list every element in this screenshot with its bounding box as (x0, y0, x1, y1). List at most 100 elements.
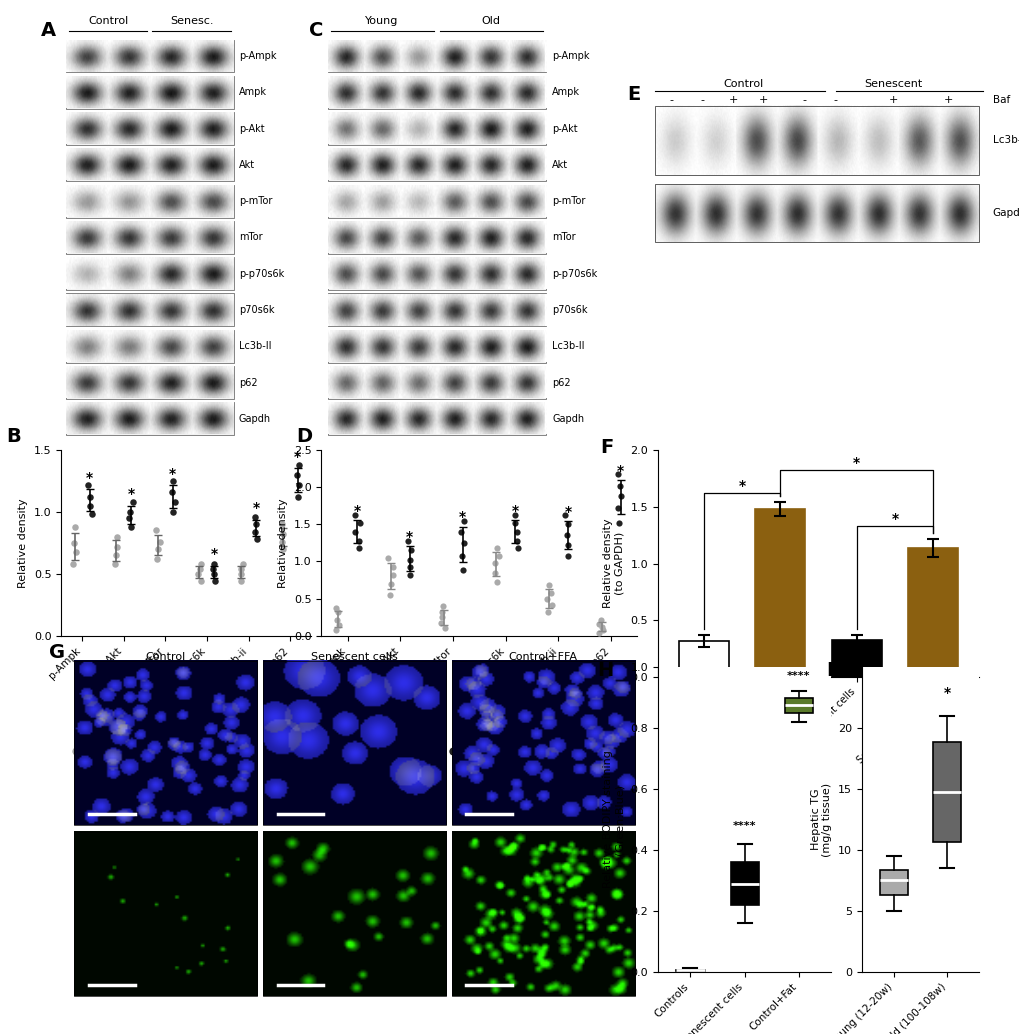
Bar (66, 257, 233, 291)
Point (206, 555, 222, 572)
Bar (66, 294, 233, 327)
Text: *: * (127, 487, 135, 501)
Point (610, 515, 627, 531)
Point (381, 586, 397, 603)
Text: p-Akt: p-Akt (238, 123, 264, 133)
PathPatch shape (879, 870, 907, 894)
Point (591, 625, 607, 641)
Point (455, 535, 472, 551)
Y-axis label: Relative BODIPY staining
(Green:Blue): Relative BODIPY staining (Green:Blue) (602, 751, 625, 888)
Point (403, 542, 419, 558)
Point (351, 540, 367, 556)
Text: ****: **** (732, 821, 756, 830)
Text: *: * (293, 450, 301, 464)
Point (232, 573, 249, 589)
Text: Gapdh: Gapdh (551, 414, 584, 424)
PathPatch shape (730, 862, 758, 905)
Point (590, 615, 606, 632)
Point (330, 604, 346, 620)
Point (327, 600, 343, 616)
Text: F: F (599, 438, 612, 457)
Text: Old: Old (481, 16, 500, 26)
Point (274, 516, 290, 533)
Point (166, 493, 182, 510)
Text: Young: Young (365, 16, 398, 26)
Text: p-Akt: p-Akt (551, 123, 577, 133)
Point (206, 566, 222, 582)
Point (351, 515, 367, 531)
Text: Akt: Akt (551, 160, 568, 170)
Point (508, 540, 525, 556)
Point (122, 504, 139, 520)
Point (109, 539, 125, 555)
Point (508, 533, 525, 549)
Text: H: H (597, 661, 612, 679)
Bar (327, 112, 545, 145)
Bar (66, 185, 233, 217)
Text: *: * (616, 464, 624, 478)
Text: Lc3b-II: Lc3b-II (238, 341, 271, 352)
Point (165, 504, 181, 520)
Point (331, 616, 347, 633)
Y-axis label: Relative density: Relative density (18, 498, 29, 587)
Text: *: * (406, 530, 413, 544)
Text: *: * (354, 504, 361, 518)
Point (109, 528, 125, 545)
Point (274, 534, 290, 550)
Bar (263, 831, 445, 996)
Point (611, 478, 628, 494)
Point (192, 560, 208, 577)
Legend: Controls, Senescent cells: Controls, Senescent cells (61, 742, 261, 761)
Bar (451, 661, 634, 825)
Point (328, 621, 344, 638)
Point (594, 618, 610, 635)
Y-axis label: Relative density: Relative density (278, 498, 288, 587)
Text: Control: Control (88, 16, 128, 26)
Bar (327, 221, 545, 254)
Point (609, 499, 626, 516)
Text: I: I (826, 661, 833, 679)
Text: p-Ampk: p-Ampk (551, 51, 589, 61)
Text: *: * (211, 547, 218, 561)
Point (121, 510, 138, 526)
Point (64, 555, 81, 572)
Text: *: * (253, 501, 260, 515)
Point (506, 515, 523, 531)
Point (401, 567, 418, 583)
Text: *: * (943, 687, 950, 700)
Text: mTor: mTor (238, 233, 262, 242)
Point (401, 552, 418, 569)
Legend: Young (12-20w), Old (100-108w): Young (12-20w), Old (100-108w) (320, 742, 556, 761)
Point (433, 604, 449, 620)
Bar (679, 641, 728, 677)
Bar (66, 75, 233, 109)
Bar (66, 221, 233, 254)
Text: p62: p62 (238, 377, 257, 388)
Text: Baf: Baf (991, 95, 1009, 105)
Point (559, 516, 576, 533)
Text: Gapdh: Gapdh (991, 208, 1019, 218)
Point (149, 551, 165, 568)
Point (248, 516, 264, 533)
Text: +: + (889, 95, 898, 105)
Text: D: D (296, 427, 312, 447)
Y-axis label: Hepatic TG
(mg/g tissue): Hepatic TG (mg/g tissue) (810, 783, 832, 856)
Text: E: E (627, 85, 640, 104)
Point (193, 573, 209, 589)
Text: ****: **** (787, 671, 810, 681)
Text: p-p70s6k: p-p70s6k (551, 269, 597, 279)
Point (558, 527, 575, 544)
Point (150, 541, 166, 557)
Point (380, 549, 396, 566)
Point (558, 547, 575, 564)
Bar (327, 148, 545, 181)
Text: *: * (86, 470, 93, 485)
Point (540, 577, 556, 594)
Text: B: B (6, 427, 21, 447)
Bar (755, 509, 804, 677)
Point (205, 560, 221, 577)
Point (383, 576, 399, 592)
Bar (74, 661, 257, 825)
Text: -: - (668, 95, 673, 105)
Point (489, 574, 505, 590)
